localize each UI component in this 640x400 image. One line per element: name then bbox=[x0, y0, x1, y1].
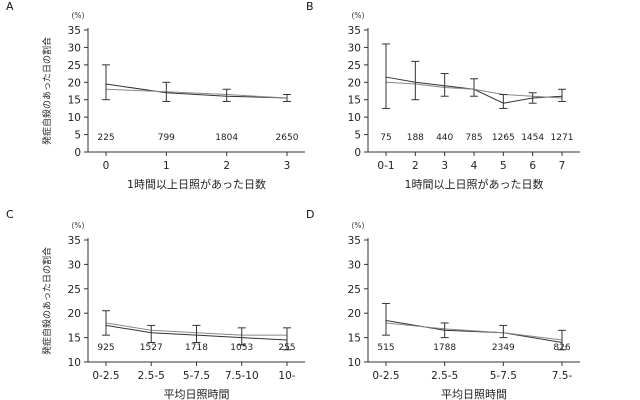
y-tick-label: 0 bbox=[74, 147, 81, 159]
sample-size-label: 1527 bbox=[140, 343, 163, 353]
x-tick-label: 0-1 bbox=[377, 160, 394, 172]
y-axis-label: 発症自殺のあった日の割合 bbox=[41, 247, 53, 355]
y-tick-label: 35 bbox=[68, 25, 81, 37]
sample-size-label: 2650 bbox=[276, 133, 299, 143]
sample-size-label: 925 bbox=[97, 343, 114, 353]
y-tick-label: 35 bbox=[348, 235, 361, 247]
panel-letter: D bbox=[306, 208, 314, 221]
x-tick-label: 0-2.5 bbox=[372, 370, 399, 382]
y-tick-label: 20 bbox=[68, 77, 81, 89]
y-tick-label: 30 bbox=[348, 42, 361, 54]
y-tick-label: 15 bbox=[68, 333, 81, 345]
x-tick-label: 5-7.5 bbox=[490, 370, 517, 382]
y-tick-label: 30 bbox=[68, 259, 81, 271]
x-axis-label: 1時間以上日照があった日数 bbox=[127, 177, 266, 191]
x-tick-label: 6 bbox=[529, 160, 536, 172]
x-tick-label: 7 bbox=[559, 160, 566, 172]
unit-label: (%) bbox=[72, 11, 85, 20]
sample-size-label: 1053 bbox=[230, 343, 253, 353]
x-tick-label: 2.5-5 bbox=[138, 370, 165, 382]
unit-label: (%) bbox=[352, 221, 365, 230]
sample-size-label: 188 bbox=[407, 133, 424, 143]
x-tick-label: 5-7.5 bbox=[183, 370, 210, 382]
x-tick-label: 0-2.5 bbox=[92, 370, 119, 382]
x-tick-label: 0 bbox=[103, 160, 110, 172]
x-tick-label: 1 bbox=[163, 160, 170, 172]
x-axis-label: 平均日照時間 bbox=[164, 388, 230, 400]
sample-size-label: 785 bbox=[465, 133, 482, 143]
x-tick-label: 10- bbox=[278, 370, 295, 382]
y-tick-label: 10 bbox=[68, 357, 81, 369]
y-tick-label: 20 bbox=[348, 308, 361, 320]
y-tick-label: 10 bbox=[348, 112, 361, 124]
y-tick-label: 20 bbox=[68, 308, 81, 320]
sample-size-label: 75 bbox=[380, 133, 391, 143]
panel-letter: B bbox=[306, 0, 314, 13]
panel-b: B (%) 0 5 10 15 20 25 30 35 0-1 2 3 4 5 6 7 1時間以上日照があった日数… bbox=[306, 0, 580, 191]
y-tick-label: 25 bbox=[348, 284, 361, 296]
series-line bbox=[385, 320, 563, 343]
panel-letter: C bbox=[6, 208, 14, 221]
x-axis-label: 1時間以上日照があった日数 bbox=[405, 177, 544, 191]
y-tick-label: 30 bbox=[68, 42, 81, 54]
y-tick-label: 5 bbox=[354, 130, 361, 142]
x-tick-label: 5 bbox=[500, 160, 507, 172]
sample-size-label: 1271 bbox=[551, 133, 574, 143]
sample-size-label: 1804 bbox=[215, 133, 238, 143]
y-tick-label: 15 bbox=[348, 95, 361, 107]
unit-label: (%) bbox=[72, 221, 85, 230]
panel-d: D (%) 10 15 20 25 30 35 0-2.5 2.5-5 5-7.5 7.5- 平均日照時… bbox=[306, 208, 580, 400]
y-tick-label: 20 bbox=[348, 77, 361, 89]
x-tick-label: 7.5-10 bbox=[225, 370, 259, 382]
sample-size-label: 1454 bbox=[521, 133, 544, 143]
y-tick-label: 15 bbox=[68, 95, 81, 107]
series-line bbox=[105, 83, 288, 99]
y-tick-label: 30 bbox=[348, 259, 361, 271]
y-tick-label: 0 bbox=[354, 147, 361, 159]
y-tick-label: 35 bbox=[68, 235, 81, 247]
x-tick-label: 2.5-5 bbox=[431, 370, 458, 382]
sample-size-label: 826 bbox=[553, 343, 570, 353]
y-tick-label: 5 bbox=[74, 130, 81, 142]
sample-size-label: 440 bbox=[436, 133, 453, 143]
sample-size-label: 799 bbox=[158, 133, 175, 143]
x-tick-label: 7.5- bbox=[552, 370, 573, 382]
y-tick-label: 35 bbox=[348, 25, 361, 37]
series-line bbox=[385, 322, 563, 341]
y-tick-label: 25 bbox=[348, 60, 361, 72]
sample-size-label: 1718 bbox=[185, 343, 208, 353]
sample-size-label: 1265 bbox=[492, 133, 515, 143]
y-tick-label: 15 bbox=[348, 333, 361, 345]
y-tick-label: 25 bbox=[68, 60, 81, 72]
sample-size-label: 225 bbox=[97, 133, 114, 143]
unit-label: (%) bbox=[352, 11, 365, 20]
y-tick-label: 25 bbox=[68, 284, 81, 296]
panel-letter: A bbox=[6, 0, 14, 13]
sample-size-label: 1788 bbox=[433, 343, 456, 353]
x-tick-label: 3 bbox=[284, 160, 291, 172]
x-tick-label: 2 bbox=[412, 160, 419, 172]
y-tick-label: 10 bbox=[68, 112, 81, 124]
sample-size-label: 515 bbox=[377, 343, 394, 353]
sample-size-label: 2349 bbox=[492, 343, 515, 353]
x-axis-label: 平均日照時間 bbox=[441, 388, 507, 400]
panel-a: A (%) 0 5 10 15 20 25 30 35 0 1 2 3 1時間以上日照があった日数 発症自殺の… bbox=[6, 0, 305, 191]
x-tick-label: 3 bbox=[441, 160, 448, 172]
y-axis-label: 発症自殺のあった日の割合 bbox=[41, 37, 53, 145]
sample-size-label: 255 bbox=[278, 343, 295, 353]
x-tick-label: 2 bbox=[223, 160, 230, 172]
series-line bbox=[105, 88, 288, 99]
x-tick-label: 4 bbox=[471, 160, 478, 172]
y-tick-label: 10 bbox=[348, 357, 361, 369]
panel-c: C (%) 10 15 20 25 30 35 0-2.5 2.5-5 5-7.5 7.5-10 10-… bbox=[6, 208, 305, 400]
